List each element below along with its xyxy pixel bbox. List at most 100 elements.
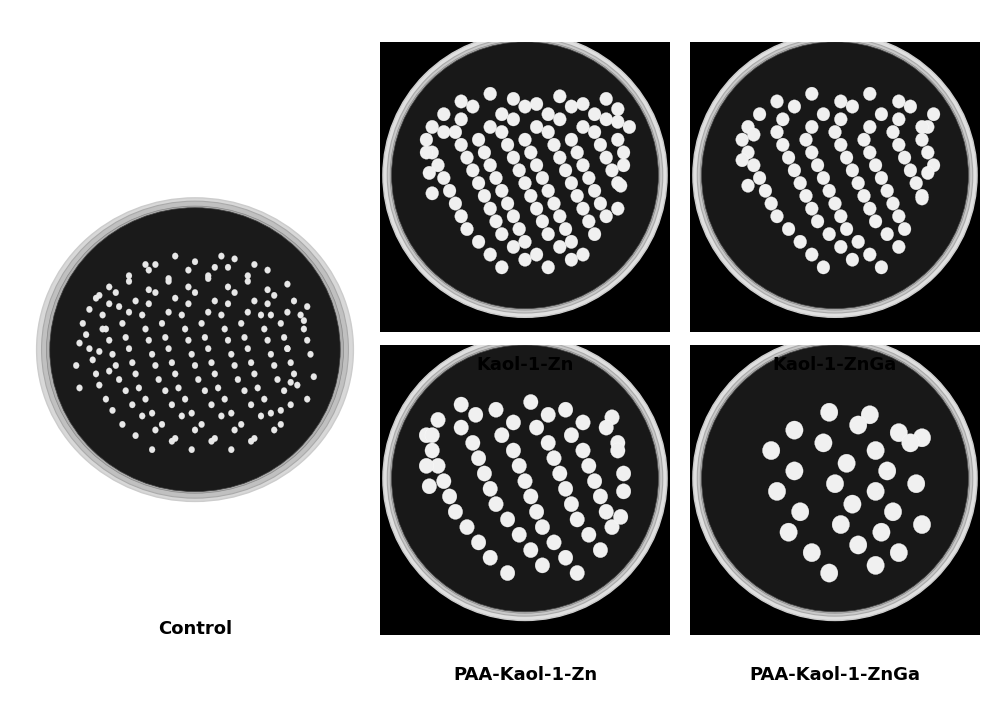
Ellipse shape [261,326,267,332]
Ellipse shape [288,379,294,386]
Text: Kaol-1-Zn: Kaol-1-Zn [476,356,574,374]
Ellipse shape [301,326,307,332]
Ellipse shape [788,100,801,114]
Ellipse shape [490,215,502,228]
Ellipse shape [507,240,520,254]
Ellipse shape [426,146,439,159]
Ellipse shape [800,189,812,202]
Ellipse shape [541,435,555,450]
Ellipse shape [902,434,919,452]
Ellipse shape [892,113,905,126]
Ellipse shape [291,371,297,377]
Ellipse shape [564,496,579,512]
Ellipse shape [577,159,589,172]
Ellipse shape [892,209,905,223]
Ellipse shape [42,201,348,498]
Ellipse shape [617,159,630,172]
Ellipse shape [564,428,579,443]
Ellipse shape [506,443,521,458]
Ellipse shape [846,253,859,266]
Ellipse shape [536,215,549,228]
Ellipse shape [460,520,474,534]
Ellipse shape [288,401,294,408]
Ellipse shape [820,403,838,422]
Ellipse shape [308,351,313,357]
Ellipse shape [265,286,271,293]
Ellipse shape [471,450,486,466]
Ellipse shape [311,374,317,380]
Ellipse shape [501,197,514,210]
Ellipse shape [291,298,297,305]
Ellipse shape [245,345,251,352]
Ellipse shape [495,261,508,274]
Ellipse shape [258,312,264,318]
Ellipse shape [271,427,277,434]
Ellipse shape [420,146,433,159]
Ellipse shape [852,235,865,248]
Ellipse shape [271,292,277,299]
Ellipse shape [553,209,566,223]
Ellipse shape [565,133,578,147]
Ellipse shape [100,326,106,332]
Ellipse shape [611,202,624,215]
Ellipse shape [199,421,205,428]
Ellipse shape [763,441,780,460]
Ellipse shape [753,107,766,121]
Text: Control: Control [158,620,232,639]
Ellipse shape [103,326,109,332]
Ellipse shape [284,281,290,288]
Ellipse shape [126,309,132,315]
Ellipse shape [189,351,195,357]
Ellipse shape [536,171,549,185]
Ellipse shape [904,164,917,177]
Ellipse shape [805,202,818,215]
Ellipse shape [103,396,109,403]
Ellipse shape [507,209,520,223]
Ellipse shape [565,100,578,114]
Ellipse shape [782,222,795,235]
Ellipse shape [921,121,934,134]
Ellipse shape [390,343,660,613]
Ellipse shape [284,309,290,315]
Ellipse shape [736,133,749,147]
Ellipse shape [255,385,261,391]
Ellipse shape [425,428,439,443]
Ellipse shape [242,334,247,341]
Ellipse shape [484,159,497,172]
Ellipse shape [301,317,307,324]
Ellipse shape [553,151,566,164]
Ellipse shape [927,159,940,172]
Ellipse shape [484,87,497,101]
Ellipse shape [392,345,658,612]
Ellipse shape [611,115,624,128]
Ellipse shape [222,326,228,332]
Ellipse shape [228,410,234,417]
Ellipse shape [232,427,238,434]
Ellipse shape [46,206,344,494]
Ellipse shape [892,240,905,254]
Ellipse shape [258,412,264,419]
Ellipse shape [559,164,572,177]
Ellipse shape [771,94,783,108]
Ellipse shape [805,248,818,262]
Ellipse shape [501,138,514,152]
Ellipse shape [113,289,119,296]
Ellipse shape [228,446,234,453]
Ellipse shape [86,306,92,312]
Ellipse shape [192,427,198,434]
Ellipse shape [209,401,214,408]
Ellipse shape [611,435,625,450]
Ellipse shape [858,189,870,202]
Ellipse shape [519,176,531,190]
Ellipse shape [593,542,608,558]
Ellipse shape [133,371,139,377]
Ellipse shape [169,360,175,366]
Ellipse shape [152,289,158,296]
Ellipse shape [513,164,526,177]
Ellipse shape [869,159,882,172]
Ellipse shape [500,512,515,527]
Ellipse shape [582,215,595,228]
Ellipse shape [817,261,830,274]
Ellipse shape [268,410,274,417]
Ellipse shape [916,192,928,205]
